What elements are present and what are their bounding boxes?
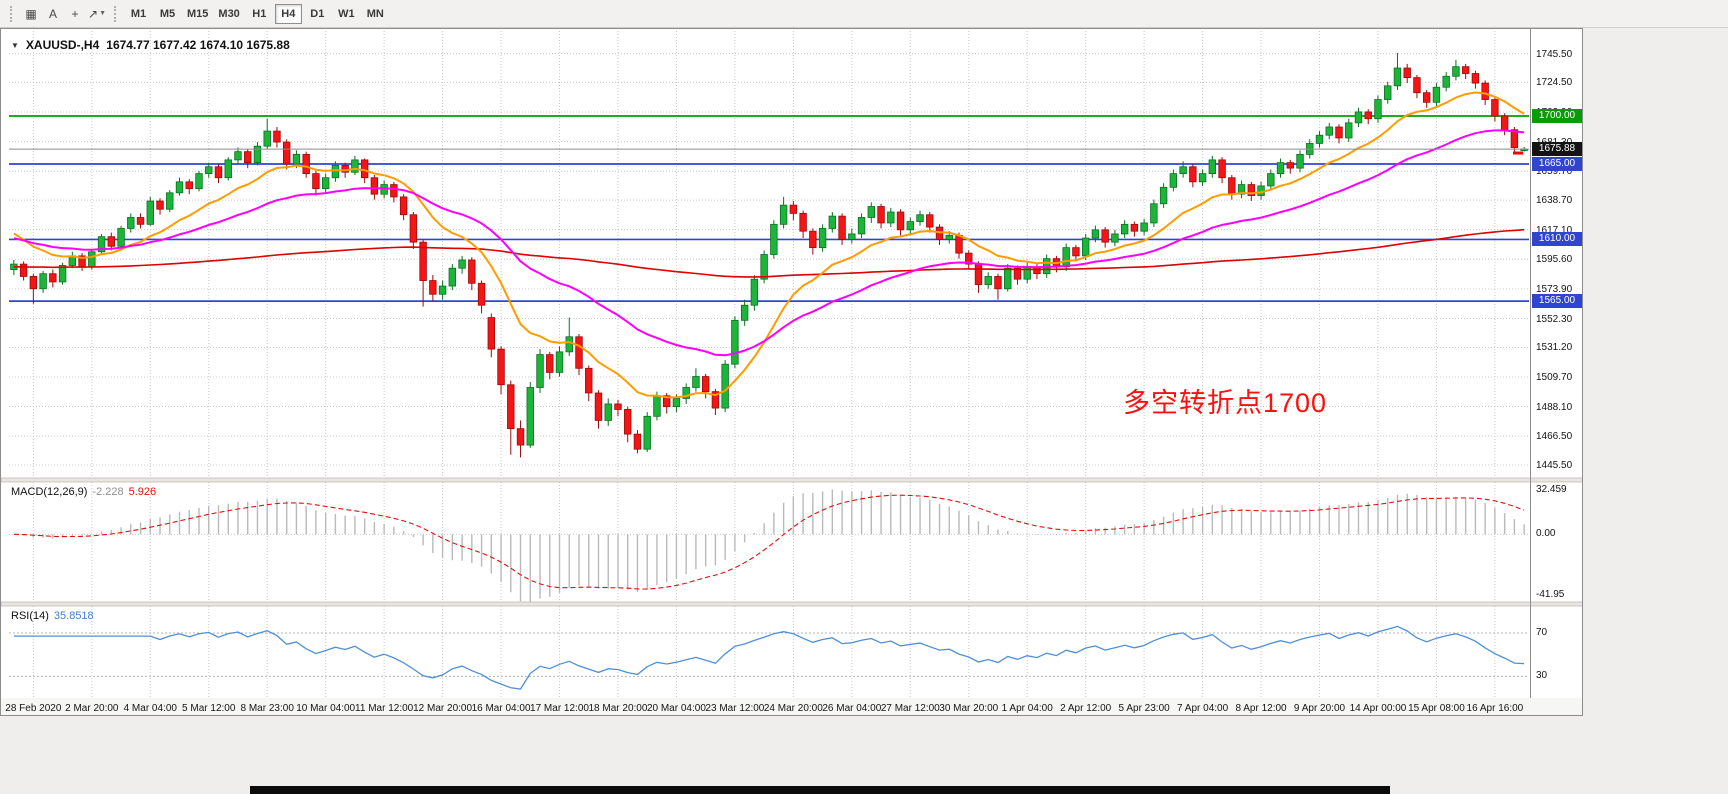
timeframe-w1-button[interactable]: W1 [333, 4, 360, 24]
time-axis-label: 27 Mar 12:00 [880, 703, 940, 714]
price-axis[interactable]: 1745.501724.501702.901681.301659.701638.… [1532, 29, 1582, 698]
time-axis-label: 8 Mar 23:00 [240, 703, 294, 714]
chart-annotation: 多空转折点1700 [1123, 388, 1328, 418]
price-axis-label: 1724.50 [1536, 77, 1573, 89]
price-axis-label: 1509.70 [1536, 371, 1573, 383]
price-axis-label: 1638.70 [1536, 195, 1573, 207]
timeframe-m5-button[interactable]: M5 [154, 4, 181, 24]
text-tool-button[interactable]: A [42, 3, 64, 25]
time-axis-label: 2 Mar 20:00 [65, 703, 119, 714]
taskbar-strip [250, 786, 1390, 794]
draw-tools-icon: ↗ [88, 6, 99, 21]
timeframe-d1-button[interactable]: D1 [304, 4, 331, 24]
rsi-label: RSI(14) 35.8518 [11, 610, 99, 622]
time-axis-label: 28 Feb 2020 [5, 703, 62, 714]
price-axis-label: 1745.50 [1536, 48, 1573, 60]
price-axis-label: 1531.20 [1536, 342, 1573, 354]
macd-main-value: -2.228 [92, 486, 124, 498]
time-axis-label: 15 Apr 08:00 [1408, 703, 1465, 714]
current-price-tag: 1675.88 [1532, 142, 1582, 157]
price-axis-label: 1552.30 [1536, 313, 1573, 325]
time-axis-label: 5 Mar 12:00 [182, 703, 236, 714]
text-tool-icon: A [48, 6, 57, 21]
price-level-tag: 1610.00 [1532, 232, 1582, 247]
chart-title: ▼ XAUUSD-,H4 1674.77 1677.42 1674.10 167… [11, 38, 290, 52]
chart-grid-button[interactable]: ▦ [20, 3, 42, 25]
crosshair-icon: + [71, 6, 79, 21]
time-axis-label: 9 Apr 20:00 [1293, 703, 1346, 714]
time-axis-label: 1 Apr 04:00 [1001, 703, 1053, 714]
macd-axis-label: 32.459 [1536, 484, 1567, 495]
rsi-name: RSI(14) [11, 610, 49, 622]
time-axis-label: 8 Apr 12:00 [1235, 703, 1287, 714]
price-axis-label: 1466.50 [1536, 431, 1573, 443]
time-axis-label: 24 Mar 20:00 [763, 703, 823, 714]
price-axis-label: 1573.90 [1536, 283, 1573, 295]
toolbar-grip[interactable] [10, 5, 14, 22]
time-axis-label: 2 Apr 12:00 [1060, 703, 1112, 714]
toolbar-grip[interactable] [114, 5, 118, 22]
time-axis-label: 30 Mar 20:00 [939, 703, 999, 714]
time-axis[interactable]: 28 Feb 2020 2 Mar 20:00 4 Mar 04:00 5 Mar 1… [1, 698, 1582, 715]
rsi-axis-label: 30 [1536, 670, 1548, 682]
macd-axis-label: -41.95 [1536, 589, 1565, 600]
toolbar: ▦ A + ↗ ▼ M1 M5 M15 M30 H1 H4 D1 W1 MN [0, 0, 1728, 28]
timeframe-m15-button[interactable]: M15 [183, 4, 212, 24]
price-level-tag: 1565.00 [1532, 294, 1582, 309]
chart-grid-icon: ▦ [25, 6, 37, 21]
price-level-tag: 1700.00 [1532, 109, 1582, 123]
timeframe-mn-button[interactable]: MN [362, 4, 389, 24]
time-axis-label: 12 Mar 20:00 [413, 703, 473, 714]
time-axis-label: 17 Mar 12:00 [530, 703, 589, 714]
timeframe-h4-button[interactable]: H4 [274, 3, 302, 24]
timeframe-m30-button[interactable]: M30 [214, 4, 243, 24]
rsi-axis-label: 70 [1536, 627, 1548, 639]
macd-name: MACD(12,26,9) [11, 486, 88, 498]
draw-tools-button[interactable]: ↗ ▼ [86, 3, 108, 25]
time-axis-label: 16 Apr 16:00 [1466, 703, 1524, 714]
crosshair-button[interactable]: + [64, 3, 86, 25]
chart-canvas[interactable] [1, 29, 1583, 716]
chart-window: ▼ XAUUSD-,H4 1674.77 1677.42 1674.10 167… [0, 28, 1583, 716]
macd-label: MACD(12,26,9) -2.228 5.926 [11, 486, 161, 498]
timeframe-m1-button[interactable]: M1 [125, 4, 152, 24]
timeframe-h1-button[interactable]: H1 [246, 4, 273, 24]
price-axis-label: 1659.70 [1536, 166, 1573, 178]
time-axis-label: 11 Mar 12:00 [355, 703, 414, 714]
time-axis-label: 10 Mar 04:00 [296, 703, 356, 714]
time-axis-label: 7 Apr 04:00 [1177, 703, 1229, 714]
rsi-value: 35.8518 [53, 610, 94, 622]
time-axis-label: 23 Mar 12:00 [705, 703, 765, 714]
time-axis-label: 26 Mar 04:00 [822, 703, 882, 714]
time-axis-label: 5 Apr 23:00 [1118, 703, 1170, 714]
macd-signal-value: 5.926 [128, 486, 157, 498]
price-axis-label: 1595.60 [1536, 254, 1573, 266]
price-level-tag: 1665.00 [1532, 157, 1582, 171]
price-axis-label: 1617.10 [1536, 224, 1573, 236]
macd-axis-label: 0.00 [1536, 528, 1556, 540]
one-click-trading-icon[interactable]: ▼ [11, 40, 19, 50]
chevron-down-icon: ▼ [99, 10, 106, 17]
time-axis-label: 18 Mar 20:00 [588, 703, 648, 714]
price-axis-label: 1488.10 [1536, 401, 1573, 413]
time-axis-label: 20 Mar 04:00 [646, 703, 706, 714]
chart-ohlc-values: 1674.77 1677.42 1674.10 1675.88 [106, 38, 290, 52]
chart-symbol-period: XAUUSD-,H4 [25, 38, 100, 52]
time-axis-label: 4 Mar 04:00 [123, 703, 177, 714]
time-axis-label: 16 Mar 04:00 [471, 703, 531, 714]
price-axis-label: 1445.50 [1536, 459, 1573, 471]
time-axis-label: 14 Apr 00:00 [1349, 703, 1407, 714]
